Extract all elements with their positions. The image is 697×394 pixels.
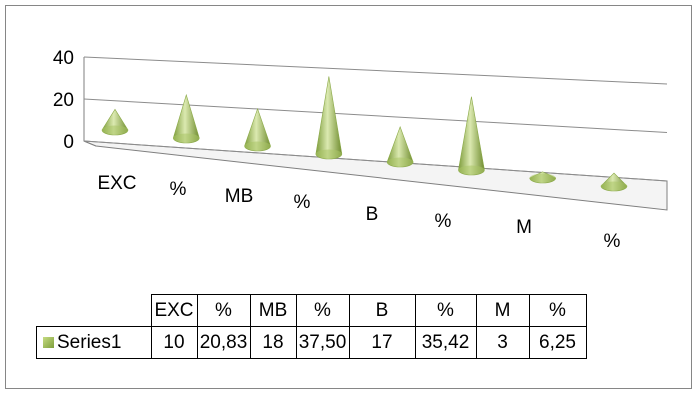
table-header-cell: %	[414, 294, 477, 327]
legend-label: Series1	[57, 331, 122, 353]
cone-base	[102, 125, 128, 135]
data-table: EXC % MB % B % M % Series1 10 20,83 18 3…	[36, 294, 587, 359]
table-value-cell: 3	[475, 326, 530, 359]
x-tick-label: %	[604, 231, 621, 252]
table-header-cell: B	[348, 294, 416, 327]
table-header-cell: %	[528, 294, 587, 327]
table-value-cell: 37,50	[295, 326, 350, 359]
x-tick-label: %	[170, 179, 187, 200]
gridline	[83, 98, 668, 133]
cone-base	[315, 149, 342, 159]
table-value-cell: 17	[348, 326, 416, 359]
data-table-corner	[36, 294, 152, 327]
chart-border	[5, 5, 692, 389]
cone-base	[529, 173, 556, 183]
gridline	[83, 140, 668, 182]
table-value-cell: 10	[150, 326, 198, 359]
cone-base	[458, 165, 485, 175]
y-tick-label: 40	[53, 48, 74, 69]
x-tick-label: MB	[225, 186, 254, 207]
cone-mark	[458, 96, 485, 176]
cone-base	[387, 157, 414, 167]
y-tick-label: 0	[63, 132, 74, 153]
gridline	[83, 56, 668, 85]
x-tick-label: M	[516, 217, 532, 238]
table-value-cell: 35,42	[414, 326, 477, 359]
cone-base	[173, 133, 200, 143]
table-header-cell: %	[196, 294, 251, 327]
cone-mark	[386, 125, 414, 168]
left-wall-edge	[83, 57, 97, 147]
x-tick-label: %	[435, 211, 452, 232]
table-value-cell: 6,25	[528, 326, 587, 359]
table-header-cell: %	[295, 294, 350, 327]
x-tick-label: B	[366, 204, 379, 225]
table-value-cell: 20,83	[196, 326, 251, 359]
legend-swatch	[43, 336, 54, 348]
table-header-cell: MB	[249, 294, 297, 327]
legend-entry: Series1	[36, 326, 152, 359]
cone-base	[244, 141, 271, 151]
x-tick-label: EXC	[97, 173, 136, 194]
y-tick-label: 20	[53, 90, 74, 111]
x-tick-label: %	[294, 192, 311, 213]
data-table-header-row: EXC % MB % B % M %	[36, 294, 587, 327]
data-table-series-row: Series1 10 20,83 18 37,50 17 35,42 3 6,2…	[36, 326, 587, 359]
cone-mark	[315, 76, 343, 160]
table-value-cell: 18	[249, 326, 297, 359]
table-header-cell: EXC	[150, 294, 198, 327]
cone-mark	[172, 93, 200, 144]
table-header-cell: M	[475, 294, 530, 327]
cone-base	[601, 181, 627, 191]
